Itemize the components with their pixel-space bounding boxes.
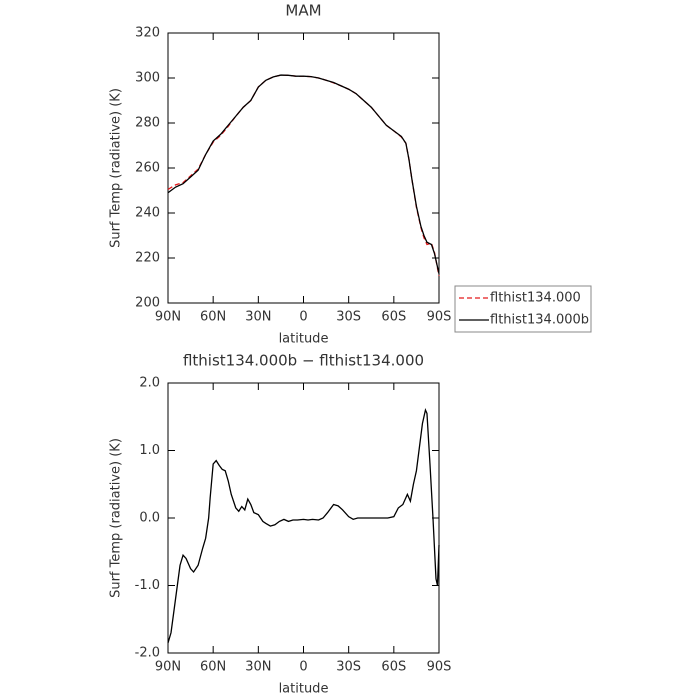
x-tick-label: 30N xyxy=(245,660,271,675)
x-tick-label: 30S xyxy=(336,310,361,325)
data-line xyxy=(167,407,440,644)
x-tick-label: 60S xyxy=(381,660,406,675)
x-tick-label: 60N xyxy=(200,660,226,675)
x-tick-label: 90S xyxy=(427,310,452,325)
x-axis-label: latitude xyxy=(279,682,329,697)
x-tick-label: 90N xyxy=(155,310,181,325)
x-tick-label: 60N xyxy=(200,310,226,325)
y-tick-label: 220 xyxy=(135,251,160,266)
legend-label: flthist134.000b xyxy=(490,313,589,328)
y-tick-label: -1.0 xyxy=(135,578,160,593)
y-tick-label: 260 xyxy=(135,161,160,176)
y-axis-label: Surf Temp (radiative) (K) xyxy=(109,438,124,598)
y-axis-label: Surf Temp (radiative) (K) xyxy=(109,88,124,248)
chart-title: flthist134.000b − flthist134.000 xyxy=(183,352,424,370)
y-tick-label: 1.0 xyxy=(139,443,160,458)
x-tick-label: 60S xyxy=(381,310,406,325)
y-tick-label: -2.0 xyxy=(135,646,160,661)
legend-label: flthist134.000 xyxy=(490,291,581,306)
x-tick-label: 0 xyxy=(299,660,307,675)
x-axis-label: latitude xyxy=(279,332,329,347)
x-tick-label: 90S xyxy=(427,660,452,675)
x-tick-label: 30S xyxy=(336,660,361,675)
data-line xyxy=(167,74,440,277)
y-tick-label: 2.0 xyxy=(139,376,160,391)
y-tick-label: 320 xyxy=(135,26,160,41)
y-tick-label: 200 xyxy=(135,296,160,311)
y-tick-label: 300 xyxy=(135,71,160,86)
y-tick-label: 280 xyxy=(135,116,160,131)
y-tick-label: 0.0 xyxy=(139,511,160,526)
x-tick-label: 90N xyxy=(155,660,181,675)
data-line xyxy=(167,74,440,274)
legend-box xyxy=(454,285,592,333)
x-tick-label: 30N xyxy=(245,310,271,325)
chart-title: MAM xyxy=(285,2,321,20)
y-tick-label: 240 xyxy=(135,206,160,221)
plot-frame xyxy=(167,32,440,304)
x-tick-label: 0 xyxy=(299,310,307,325)
